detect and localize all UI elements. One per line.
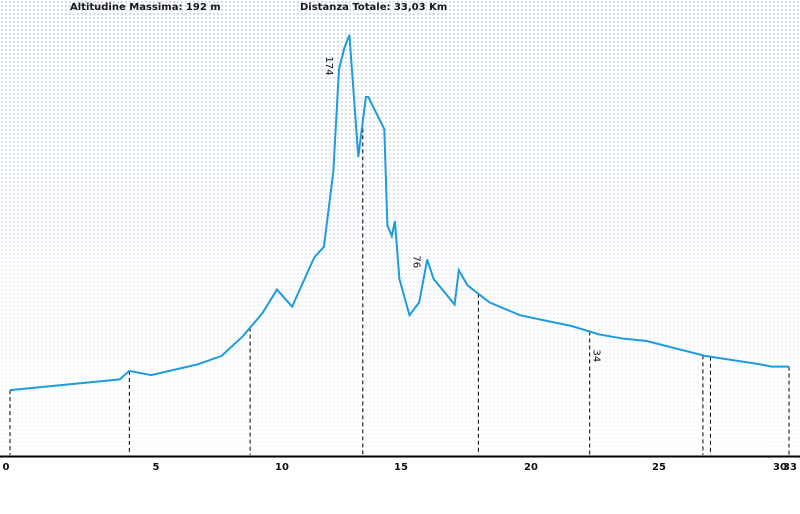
x-tick-label: 33 <box>783 462 797 473</box>
x-tick-label: 5 <box>153 462 160 473</box>
annotation-label: 76 <box>411 255 422 268</box>
max-altitude-label: Altitudine Massima: 192 m <box>70 2 221 13</box>
annotations: 174 76 34 <box>323 56 602 362</box>
x-tick-label: 0 <box>3 462 10 473</box>
total-distance-label: Distanza Totale: 33,03 Km <box>300 2 448 13</box>
x-tick-label: 20 <box>524 462 538 473</box>
annotation-label: 174 <box>323 56 334 75</box>
dashed-markers <box>9 121 790 455</box>
x-tick-label: 30 <box>773 462 787 473</box>
annotation-label: 34 <box>591 349 602 362</box>
x-tick-label: 15 <box>394 462 408 473</box>
elevation-line <box>9 34 789 392</box>
plot-background <box>0 0 800 460</box>
x-tick-label: 25 <box>652 462 666 473</box>
x-tick-label: 10 <box>275 462 289 473</box>
